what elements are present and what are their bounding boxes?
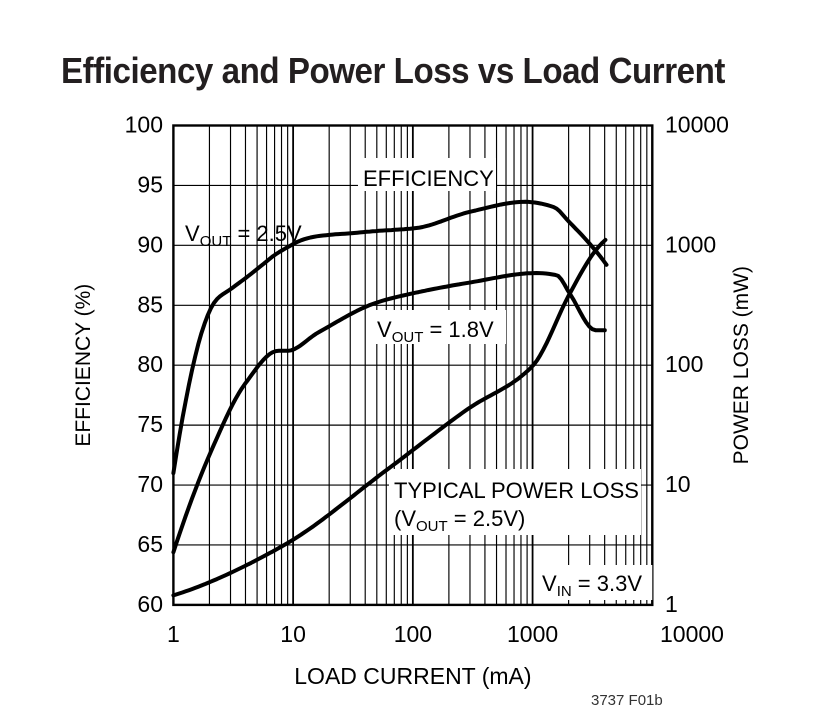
svg-text:1000: 1000 [507,621,558,647]
svg-text:(VOUT = 2.5V): (VOUT = 2.5V) [394,506,525,535]
svg-text:80: 80 [137,351,163,377]
svg-text:10: 10 [280,621,306,647]
svg-text:TYPICAL POWER LOSS: TYPICAL POWER LOSS [394,478,639,503]
svg-text:75: 75 [137,411,163,437]
svg-text:1: 1 [167,621,180,647]
svg-text:3737 F01b: 3737 F01b [591,692,663,709]
svg-text:1000: 1000 [665,231,716,257]
svg-text:10: 10 [665,471,691,497]
svg-text:EFFICIENCY: EFFICIENCY [363,166,494,191]
svg-text:VOUT = 2.5V: VOUT = 2.5V [185,221,302,250]
svg-text:POWER LOSS (mW): POWER LOSS (mW) [730,266,753,464]
svg-text:85: 85 [137,291,163,317]
svg-text:65: 65 [137,531,163,557]
svg-text:100: 100 [665,351,703,377]
svg-text:LOAD CURRENT (mA): LOAD CURRENT (mA) [294,663,531,689]
svg-text:100: 100 [125,112,163,138]
svg-text:10000: 10000 [665,112,729,138]
svg-text:90: 90 [137,231,163,257]
svg-text:1: 1 [665,591,678,617]
svg-text:100: 100 [394,621,432,647]
svg-text:EFFICIENCY (%): EFFICIENCY (%) [72,284,95,447]
svg-text:10000: 10000 [660,621,724,647]
svg-text:95: 95 [137,171,163,197]
svg-text:70: 70 [137,471,163,497]
svg-text:60: 60 [137,591,163,617]
